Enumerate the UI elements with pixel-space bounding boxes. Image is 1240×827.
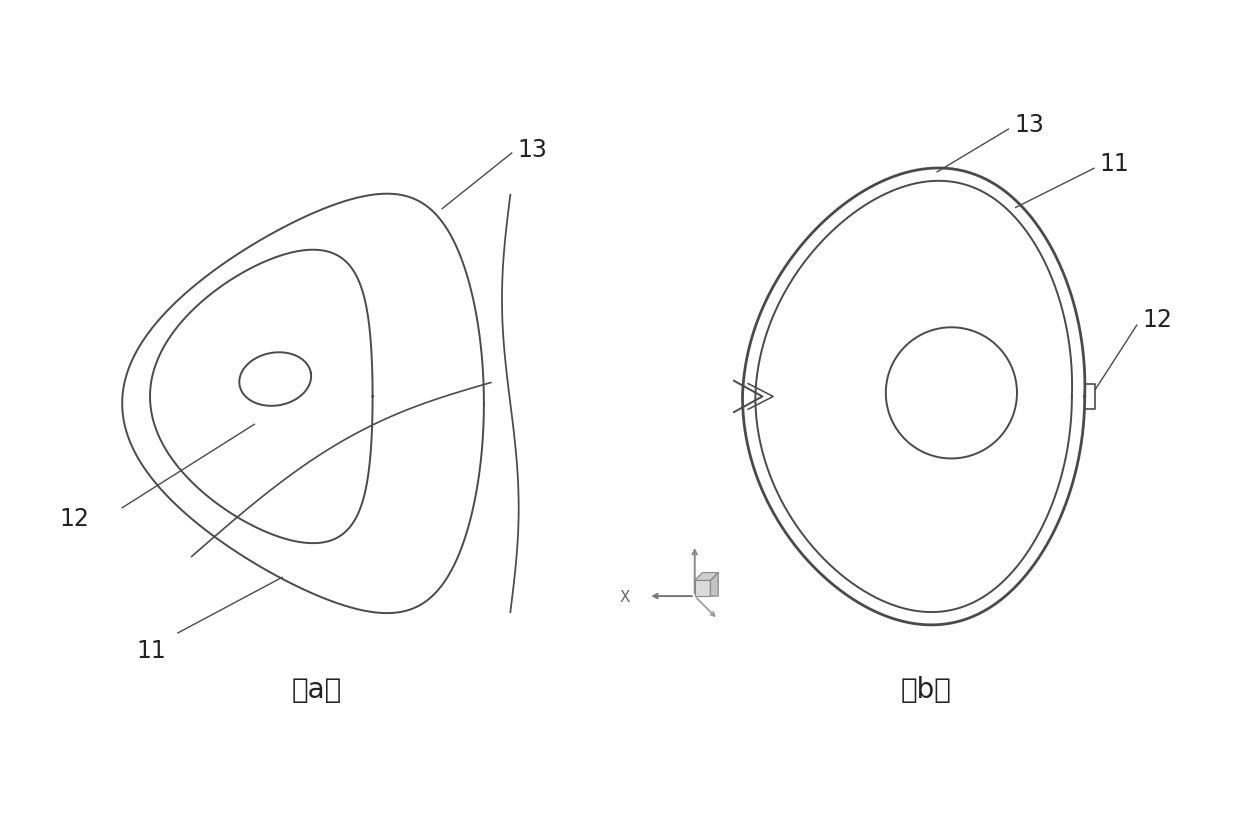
Polygon shape [711,573,718,596]
Text: 11: 11 [1100,152,1130,176]
Text: 13: 13 [1014,113,1044,137]
Text: 12: 12 [60,507,89,531]
Text: X: X [620,589,630,604]
Text: 12: 12 [1142,308,1172,332]
Text: 11: 11 [136,638,166,662]
Polygon shape [694,581,711,596]
Text: （a）: （a） [291,675,342,703]
Text: （b）: （b） [901,675,952,703]
Text: 13: 13 [517,138,547,162]
Polygon shape [694,573,718,581]
